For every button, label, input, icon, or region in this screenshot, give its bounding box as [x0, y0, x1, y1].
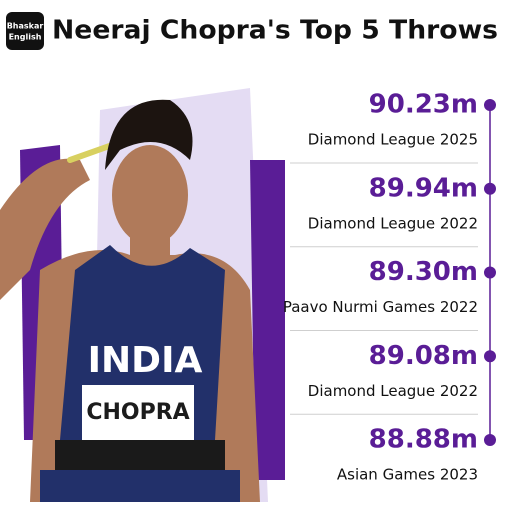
- logo-text: Bhaskar: [7, 22, 44, 31]
- belt: [55, 440, 225, 470]
- arm: [0, 158, 90, 300]
- throw-event: Diamond League 2022: [308, 214, 478, 232]
- athlete-illustration: INDIA CHOPRA: [0, 99, 260, 502]
- throw-event: Diamond League 2025: [308, 131, 478, 149]
- timeline-dot: [484, 434, 496, 446]
- timeline-dot: [484, 350, 496, 363]
- timeline-dot: [484, 266, 496, 279]
- throw-distance: 89.30m: [369, 257, 478, 287]
- bg-bar: [250, 160, 285, 480]
- title: Neeraj Chopra's Top 5 Throws: [52, 16, 498, 46]
- logo: [6, 12, 44, 50]
- throw-distance: 90.23m: [369, 90, 478, 120]
- throw-event: Diamond League 2022: [308, 382, 478, 400]
- head: [112, 145, 188, 245]
- throw-distance: 89.94m: [369, 173, 478, 203]
- throw-list: 90.23m Diamond League 2025 89.94m Diamond L…: [283, 90, 496, 484]
- bib-text: CHOPRA: [86, 400, 189, 425]
- throw-distance: 89.08m: [369, 341, 478, 371]
- bib: [82, 385, 194, 440]
- hair: [105, 99, 193, 170]
- timeline-dot: [484, 182, 496, 195]
- logo-text: English: [9, 33, 42, 42]
- shorts: [40, 470, 240, 502]
- jersey-text: INDIA: [88, 340, 203, 381]
- throw-event: Paavo Nurmi Games 2022: [283, 298, 478, 316]
- timeline-dot: [484, 99, 496, 111]
- throw-distance: 88.88m: [369, 425, 478, 455]
- throw-event: Asian Games 2023: [337, 466, 478, 484]
